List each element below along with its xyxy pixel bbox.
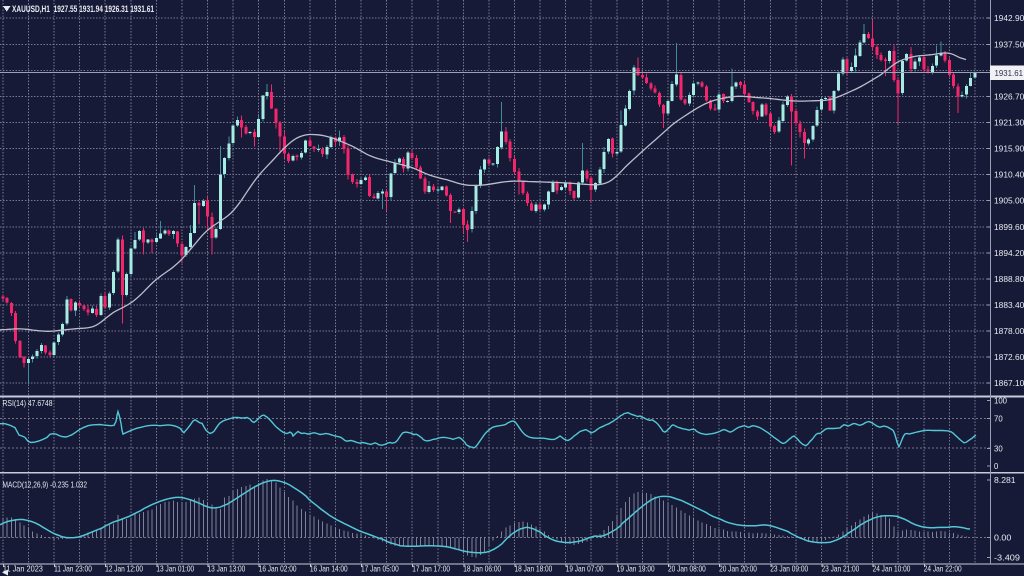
svg-text:0: 0 bbox=[994, 461, 999, 471]
svg-text:30: 30 bbox=[994, 443, 1003, 453]
svg-text:24 Jan 22:00: 24 Jan 22:00 bbox=[924, 564, 962, 574]
svg-text:1867.10: 1867.10 bbox=[994, 378, 1024, 388]
svg-text:17 Jan 17:00: 17 Jan 17:00 bbox=[412, 564, 450, 574]
svg-text:RSI(14) 47.6748: RSI(14) 47.6748 bbox=[3, 398, 53, 408]
svg-text:1894.20: 1894.20 bbox=[994, 248, 1024, 258]
svg-text:13 Jan 01:00: 13 Jan 01:00 bbox=[156, 564, 194, 574]
svg-text:12 Jan 12:00: 12 Jan 12:00 bbox=[105, 564, 143, 574]
svg-text:1905.00: 1905.00 bbox=[994, 196, 1024, 206]
svg-text:8.281: 8.281 bbox=[994, 475, 1016, 485]
svg-text:MACD(12,26,9) -0.235 1.032: MACD(12,26,9) -0.235 1.032 bbox=[3, 480, 88, 490]
svg-text:11 Jan 23:00: 11 Jan 23:00 bbox=[54, 564, 92, 574]
svg-text:24 Jan 10:00: 24 Jan 10:00 bbox=[873, 564, 911, 574]
svg-text:-3.409: -3.409 bbox=[994, 553, 1020, 563]
svg-text:13 Jan 13:00: 13 Jan 13:00 bbox=[208, 564, 246, 574]
svg-text:23 Jan 21:00: 23 Jan 21:00 bbox=[822, 564, 860, 574]
svg-text:1888.80: 1888.80 bbox=[994, 274, 1024, 284]
svg-text:18 Jan 06:00: 18 Jan 06:00 bbox=[463, 564, 501, 574]
svg-text:100: 100 bbox=[994, 395, 1007, 405]
svg-text:20 Jan 20:00: 20 Jan 20:00 bbox=[719, 564, 757, 574]
svg-text:19 Jan 19:00: 19 Jan 19:00 bbox=[617, 564, 655, 574]
svg-text:1915.90: 1915.90 bbox=[994, 144, 1024, 154]
svg-text:20 Jan 08:00: 20 Jan 08:00 bbox=[668, 564, 706, 574]
svg-text:1926.70: 1926.70 bbox=[994, 91, 1024, 101]
svg-text:19 Jan 07:00: 19 Jan 07:00 bbox=[566, 564, 604, 574]
svg-text:1899.60: 1899.60 bbox=[994, 222, 1024, 232]
svg-text:1942.90: 1942.90 bbox=[994, 13, 1024, 23]
svg-text:1883.40: 1883.40 bbox=[994, 300, 1024, 310]
svg-text:0.00: 0.00 bbox=[994, 532, 1012, 542]
svg-text:16 Jan 14:00: 16 Jan 14:00 bbox=[310, 564, 348, 574]
svg-text:1931.61: 1931.61 bbox=[995, 68, 1024, 78]
svg-text:1872.60: 1872.60 bbox=[994, 352, 1024, 362]
svg-text:11 Jan 2023: 11 Jan 2023 bbox=[3, 564, 43, 574]
svg-text:23 Jan 09:00: 23 Jan 09:00 bbox=[770, 564, 808, 574]
svg-text:18 Jan 18:00: 18 Jan 18:00 bbox=[515, 564, 553, 574]
svg-text:16 Jan 02:00: 16 Jan 02:00 bbox=[259, 564, 297, 574]
svg-text:1937.50: 1937.50 bbox=[994, 39, 1024, 49]
svg-text:1910.40: 1910.40 bbox=[994, 170, 1024, 180]
svg-text:1921.30: 1921.30 bbox=[994, 118, 1024, 128]
svg-text:70: 70 bbox=[994, 413, 1003, 423]
svg-text:XAUUSD,H1 1927.55 1931.94 192: XAUUSD,H1 1927.55 1931.94 1926.31 1931.6… bbox=[12, 4, 154, 15]
svg-text:17 Jan 05:00: 17 Jan 05:00 bbox=[361, 564, 399, 574]
svg-text:1878.00: 1878.00 bbox=[994, 326, 1024, 336]
